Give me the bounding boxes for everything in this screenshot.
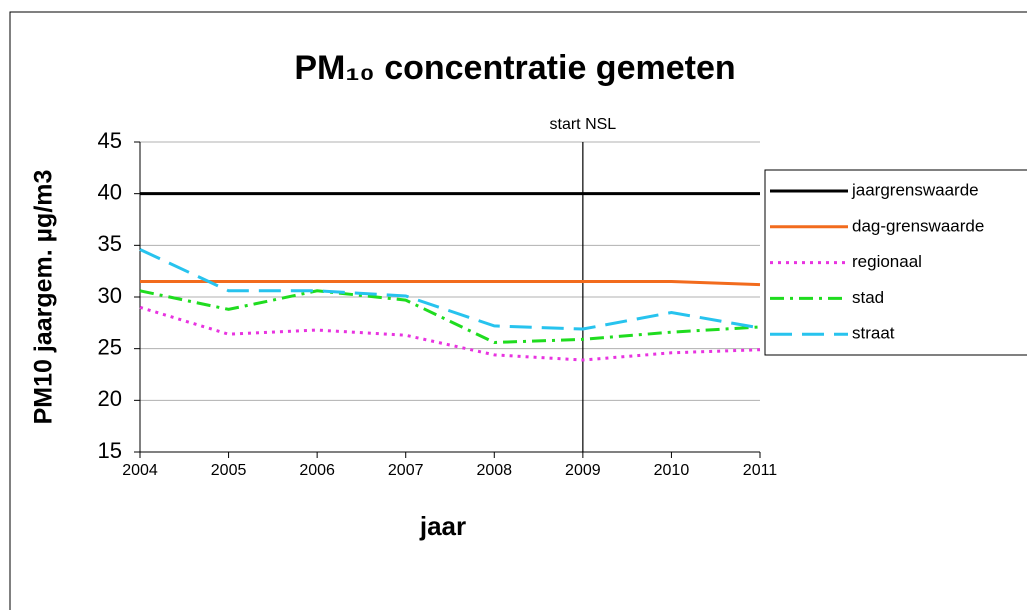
legend-label: dag-grenswaarde [852, 216, 984, 235]
x-tick-label: 2007 [388, 462, 424, 479]
y-tick-label: 25 [98, 334, 122, 359]
x-tick-label: 2010 [654, 462, 690, 479]
y-tick-label: 35 [98, 231, 122, 256]
x-axis-label: jaar [419, 511, 466, 541]
legend-label: regionaal [852, 252, 922, 271]
annotation-label: start NSL [550, 116, 617, 133]
x-tick-label: 2004 [122, 462, 158, 479]
legend-box [764, 169, 1027, 356]
x-tick-label: 2005 [211, 462, 247, 479]
x-tick-label: 2009 [565, 462, 601, 479]
x-tick-label: 2006 [299, 462, 335, 479]
y-tick-label: 15 [98, 438, 122, 463]
legend-label: jaargrenswaarde [851, 180, 979, 199]
legend-label: stad [852, 288, 884, 307]
data-line [139, 289, 761, 344]
y-tick-label: 30 [98, 283, 122, 308]
data-line [139, 248, 761, 331]
x-tick-label: 2011 [743, 462, 778, 479]
chart-title: PM₁₀ concentratie gemeten [294, 49, 735, 87]
y-tick-label: 20 [98, 386, 122, 411]
x-tick-label: 2008 [476, 462, 512, 479]
data-line [140, 280, 761, 287]
y-axis-label: PM10 jaargem. µg/m3 [30, 170, 58, 425]
y-tick-label: 45 [98, 128, 122, 153]
legend-label: straat [852, 324, 895, 343]
y-tick-label: 40 [98, 179, 122, 204]
